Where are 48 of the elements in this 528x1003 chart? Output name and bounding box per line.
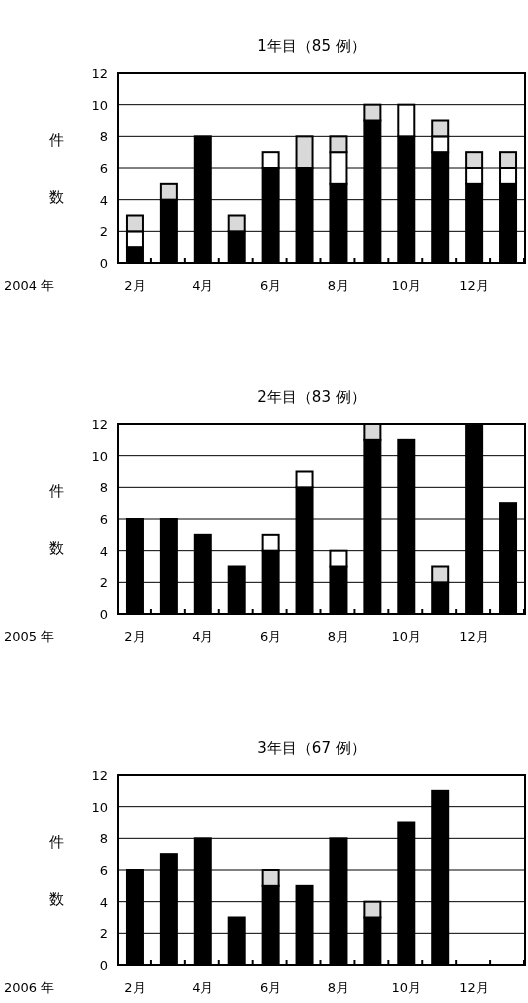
x-tick-label: 2月: [124, 278, 146, 293]
y-tick-label: 0: [99, 607, 108, 622]
x-tick-label: 2月: [124, 980, 146, 995]
x-tick-label: 8月: [327, 278, 350, 293]
y-tick-label: 6: [99, 512, 108, 527]
y-tick-label: 2: [99, 224, 108, 240]
x-axis-title: 2005 年: [4, 629, 55, 644]
y-tick-label: 8: [99, 480, 108, 496]
x-tick-label: 8月: [327, 629, 350, 644]
x-tick-label: 2月: [124, 629, 146, 644]
y-tick-label: 6: [99, 161, 108, 176]
x-axis-title: 2006 年: [4, 980, 55, 995]
x-tick-label: 8月: [327, 980, 350, 995]
x-tick-label: 6月: [259, 278, 282, 293]
y-tick-label: 2: [99, 575, 108, 591]
chart-title: 3年目（67 例）: [257, 739, 366, 757]
y-tick-label: 10: [91, 97, 108, 113]
y-axis-title: 件数: [48, 121, 66, 235]
x-tick-label: 4月: [192, 980, 214, 995]
y-tick-label: 12: [91, 768, 108, 783]
x-tick-label: 4月: [192, 629, 214, 644]
x-tick-label: 4月: [192, 278, 214, 293]
y-tick-label: 4: [99, 192, 108, 208]
x-tick-label: 6月: [259, 629, 282, 644]
y-tick-label: 12: [91, 417, 108, 432]
x-tick-label: 12月: [459, 980, 489, 995]
x-tick-label: 10月: [391, 278, 422, 293]
x-tick-label: 6月: [259, 980, 282, 995]
x-tick-label: 10月: [391, 980, 422, 995]
y-tick-label: 8: [99, 831, 108, 847]
x-tick-label: 12月: [459, 629, 489, 644]
y-axis-title: 件数: [48, 823, 66, 937]
y-tick-label: 8: [99, 129, 108, 145]
y-tick-label: 4: [99, 894, 108, 910]
x-axis-title: 2004 年: [4, 278, 55, 293]
y-tick-label: 4: [99, 543, 108, 559]
y-tick-label: 12: [91, 66, 108, 81]
y-tick-label: 6: [99, 863, 108, 878]
x-tick-label: 12月: [459, 278, 489, 293]
y-tick-label: 10: [91, 448, 108, 464]
chart-title: 1年目（85 例）: [257, 37, 366, 55]
y-tick-label: 0: [99, 256, 108, 271]
chart-title: 2年目（83 例）: [257, 388, 366, 406]
x-tick-label: 10月: [391, 629, 422, 644]
y-axis-title: 件数: [48, 472, 66, 586]
y-tick-label: 2: [99, 926, 108, 942]
y-tick-label: 0: [99, 958, 108, 973]
y-tick-label: 10: [91, 799, 108, 815]
